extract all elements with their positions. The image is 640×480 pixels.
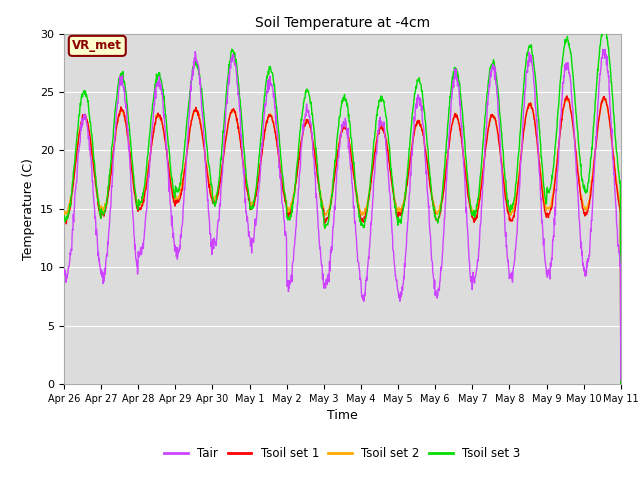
Y-axis label: Temperature (C): Temperature (C) bbox=[22, 158, 35, 260]
X-axis label: Time: Time bbox=[327, 409, 358, 422]
Title: Soil Temperature at -4cm: Soil Temperature at -4cm bbox=[255, 16, 430, 30]
Legend: Tair, Tsoil set 1, Tsoil set 2, Tsoil set 3: Tair, Tsoil set 1, Tsoil set 2, Tsoil se… bbox=[159, 443, 525, 465]
Text: VR_met: VR_met bbox=[72, 39, 122, 52]
